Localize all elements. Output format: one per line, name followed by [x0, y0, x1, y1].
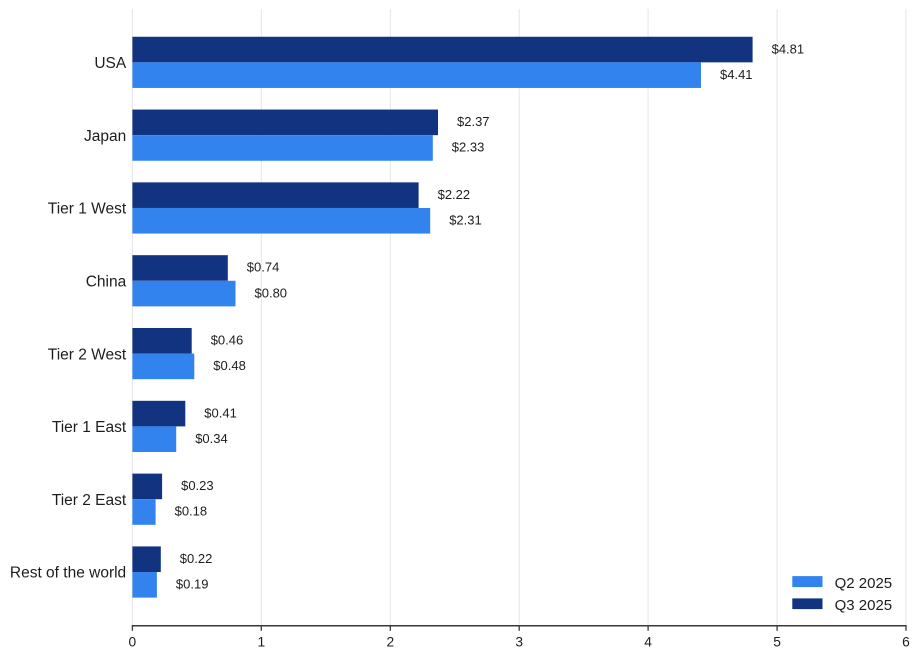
svg-text:3: 3 [515, 634, 523, 649]
svg-text:$2.31: $2.31 [449, 212, 482, 227]
svg-text:$0.22: $0.22 [180, 551, 213, 566]
svg-text:$0.19: $0.19 [176, 577, 209, 592]
svg-text:China: China [86, 273, 127, 290]
svg-text:1: 1 [257, 634, 265, 649]
svg-text:$0.48: $0.48 [213, 358, 246, 373]
svg-text:$2.33: $2.33 [452, 140, 485, 155]
svg-text:$0.80: $0.80 [255, 285, 288, 300]
svg-text:$2.22: $2.22 [438, 187, 471, 202]
svg-text:Q3 2025: Q3 2025 [835, 597, 893, 614]
svg-text:2: 2 [386, 634, 394, 649]
svg-text:USA: USA [94, 55, 127, 72]
svg-text:0: 0 [129, 634, 137, 649]
svg-text:Japan: Japan [84, 128, 126, 145]
svg-text:$0.34: $0.34 [195, 431, 228, 446]
svg-text:$0.74: $0.74 [247, 260, 280, 275]
svg-text:Tier 1 East: Tier 1 East [52, 419, 127, 436]
svg-text:Tier 2 East: Tier 2 East [52, 492, 127, 509]
svg-text:$0.46: $0.46 [211, 332, 244, 347]
svg-text:$4.41: $4.41 [720, 67, 753, 82]
svg-text:6: 6 [902, 634, 910, 649]
svg-text:$2.37: $2.37 [457, 114, 490, 129]
svg-text:Tier 1 West: Tier 1 West [48, 201, 127, 218]
svg-text:Tier 2 West: Tier 2 West [48, 346, 127, 363]
svg-text:4: 4 [644, 634, 652, 649]
svg-text:$0.41: $0.41 [204, 405, 237, 420]
svg-text:$4.81: $4.81 [772, 41, 805, 56]
svg-text:Rest of the world: Rest of the world [10, 565, 126, 582]
svg-text:5: 5 [773, 634, 781, 649]
svg-text:$0.23: $0.23 [181, 478, 214, 493]
svg-text:$0.18: $0.18 [175, 504, 208, 519]
svg-text:Q2 2025: Q2 2025 [835, 575, 893, 592]
